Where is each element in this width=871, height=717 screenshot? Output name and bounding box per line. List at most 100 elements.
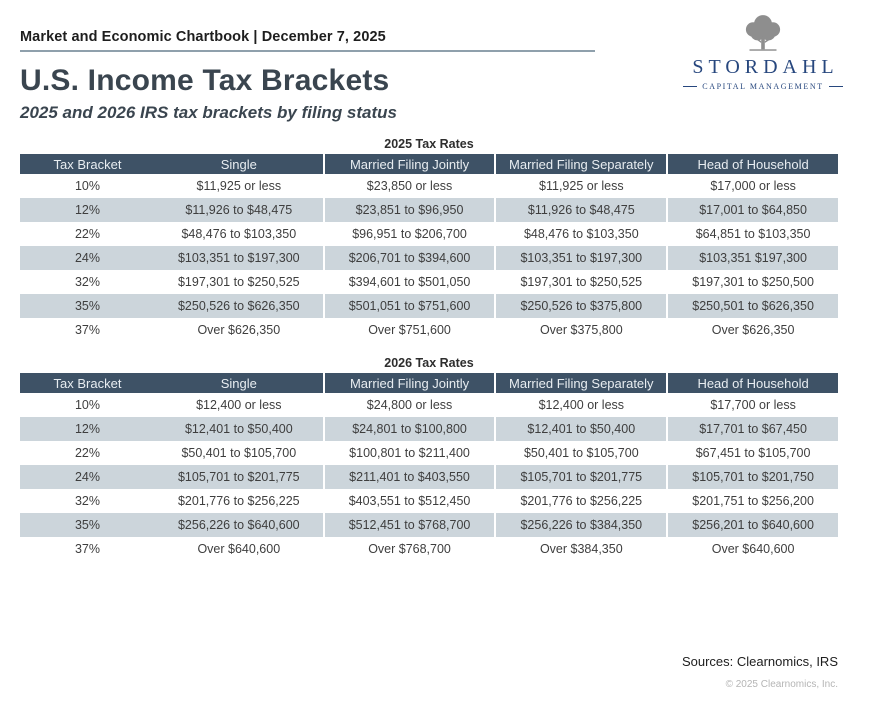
- table-cell: $17,700 or less: [666, 393, 838, 417]
- table-cell: $24,801 to $100,800: [322, 417, 495, 441]
- table-cell: $394,601 to $501,050: [322, 270, 495, 294]
- table-cell: $48,476 to $103,350: [181, 227, 297, 241]
- table-cell: Over $640,600: [666, 537, 838, 561]
- table-cell: $256,201 to $640,600: [666, 513, 838, 537]
- table-cell: $201,776 to $256,225: [494, 489, 666, 513]
- table-cell: $105,701 to $201,775: [154, 465, 323, 489]
- table-cell: 32%: [74, 275, 100, 289]
- table-cell: $23,851 to $96,950: [322, 198, 495, 222]
- table-cell: $50,401 to $105,700: [494, 441, 666, 465]
- column-header: Married Filing Jointly: [322, 154, 495, 174]
- table-cell: $11,925 or less: [196, 179, 282, 193]
- table-cell: $17,701 to $67,450: [666, 417, 838, 441]
- table-cell: 10%: [74, 179, 100, 193]
- table-cell: 22%: [74, 227, 100, 241]
- table-cell: $11,926 to $48,475: [154, 198, 323, 222]
- column-header: Married Filing Jointly: [322, 373, 495, 393]
- table-title-2025: 2025 Tax Rates: [384, 137, 474, 151]
- table-cell: $403,551 to $512,450: [322, 489, 495, 513]
- table-cell: $12,401 to $50,400: [154, 417, 323, 441]
- table-cell: 37%: [74, 323, 100, 337]
- table-cell: $201,776 to $256,225: [177, 494, 300, 508]
- table-row: 10% $12,400 or less $24,800 or less $12,400…: [20, 393, 838, 417]
- tax-table-2025: Tax Bracket Single Married Filing Jointly M…: [20, 154, 838, 342]
- table-cell: $105,701 to $201,775: [494, 465, 667, 489]
- table-cell: Over $640,600: [197, 542, 281, 556]
- table-cell: $105,701 to $201,750: [666, 465, 838, 489]
- sources-note: Sources: Clearnomics, IRS: [681, 654, 838, 669]
- table-cell: $103,351 to $197,300: [154, 246, 323, 270]
- table-cell: $250,526 to $626,350: [154, 294, 323, 318]
- column-header: Tax Bracket: [20, 154, 155, 174]
- table-header-row: Tax Bracket Single Married Filing Jointly M…: [20, 373, 838, 393]
- table-row: 37% Over $640,600 Over $768,700 Over $384,3…: [20, 537, 838, 561]
- table-cell: $103,351 $197,300: [666, 246, 838, 270]
- tree-icon: [745, 15, 781, 51]
- table-body: 10% $12,400 or less $24,800 or less $12,400…: [20, 393, 838, 561]
- table-cell: 22%: [74, 446, 100, 460]
- table-cell: 24%: [20, 246, 155, 270]
- table-body: 10% $11,925 or less $23,850 or less $11,925…: [20, 174, 838, 342]
- table-cell: $24,800 or less: [322, 393, 495, 417]
- logo-wordmark: STORDAHL: [692, 56, 839, 78]
- table-cell: $256,226 to $384,350: [494, 513, 667, 537]
- table-cell: Over $626,350: [197, 323, 281, 337]
- table-cell: $250,501 to $626,350: [666, 294, 838, 318]
- column-header: Tax Bracket: [20, 373, 155, 393]
- table-cell: 24%: [20, 465, 155, 489]
- table-cell: $12,400 or less: [196, 398, 282, 412]
- company-logo: STORDAHL CAPITAL MANAGEMENT: [683, 13, 843, 91]
- tagline-rule-right: [828, 86, 843, 87]
- table-cell: $197,301 to $250,525: [177, 275, 300, 289]
- table-cell: $206,701 to $394,600: [322, 246, 495, 270]
- column-header: Married Filing Separately: [494, 373, 667, 393]
- table-cell: $103,351 to $197,300: [494, 246, 667, 270]
- table-cell: 37%: [74, 542, 100, 556]
- column-header: Single: [154, 373, 323, 393]
- table-cell: 12%: [20, 417, 155, 441]
- page-title: U.S. Income Tax Brackets: [20, 64, 390, 97]
- table-cell: $64,851 to $103,350: [666, 222, 838, 246]
- content-area: Market and Economic Chartbook | December…: [20, 29, 838, 561]
- table-cell: $256,226 to $640,600: [154, 513, 323, 537]
- table-row: 22% $48,476 to $103,350 $96,951 to $206,70…: [20, 222, 838, 246]
- table-cell: 35%: [20, 294, 155, 318]
- table-row: 12% $11,926 to $48,475 $23,851 to $96,950 $…: [20, 198, 838, 222]
- table-cell: Over $751,600: [322, 318, 495, 342]
- table-cell: 12%: [20, 198, 155, 222]
- table-cell: $100,801 to $211,400: [322, 441, 495, 465]
- table-row: 37% Over $626,350 Over $751,600 Over $375,8…: [20, 318, 838, 342]
- table-row: 12% $12,401 to $50,400 $24,801 to $100,800…: [20, 417, 838, 441]
- table-cell: $23,850 or less: [322, 174, 495, 198]
- column-header: Head of Household: [666, 154, 838, 174]
- column-header: Married Filing Separately: [494, 154, 667, 174]
- table-cell: $17,001 to $64,850: [666, 198, 838, 222]
- table-cell: $12,401 to $50,400: [494, 417, 667, 441]
- table-cell: $11,926 to $48,475: [494, 198, 667, 222]
- table-cell: $96,951 to $206,700: [322, 222, 495, 246]
- copyright-note: © 2025 Clearnomics, Inc.: [725, 679, 838, 690]
- table-cell: $17,000 or less: [666, 174, 838, 198]
- table-cell: Over $768,700: [322, 537, 495, 561]
- report-header: Market and Economic Chartbook | December…: [20, 29, 386, 45]
- logo-tagline-text: CAPITAL MANAGEMENT: [702, 82, 824, 91]
- table-cell: $211,401 to $403,550: [322, 465, 495, 489]
- table-cell: Over $626,350: [666, 318, 838, 342]
- table-row: 35% $250,526 to $626,350 $501,051 to $751,…: [20, 294, 838, 318]
- table-cell: $12,400 or less: [494, 393, 666, 417]
- table-cell: 10%: [74, 398, 100, 412]
- table-cell: Over $384,350: [494, 537, 666, 561]
- table-cell: $197,301 to $250,525: [494, 270, 666, 294]
- page-subtitle: 2025 and 2026 IRS tax brackets by filing…: [20, 103, 397, 122]
- tagline-rule-left: [683, 86, 698, 87]
- table-cell: $201,751 to $256,200: [666, 489, 838, 513]
- table-cell: $50,401 to $105,700: [181, 446, 297, 460]
- table-cell: $11,925 or less: [494, 174, 666, 198]
- table-cell: 32%: [74, 494, 100, 508]
- tax-table-2026: Tax Bracket Single Married Filing Jointly M…: [20, 373, 838, 561]
- column-header: Single: [154, 154, 323, 174]
- table-row: 35% $256,226 to $640,600 $512,451 to $768,…: [20, 513, 838, 537]
- table-cell: Over $375,800: [494, 318, 666, 342]
- table-cell: $512,451 to $768,700: [322, 513, 495, 537]
